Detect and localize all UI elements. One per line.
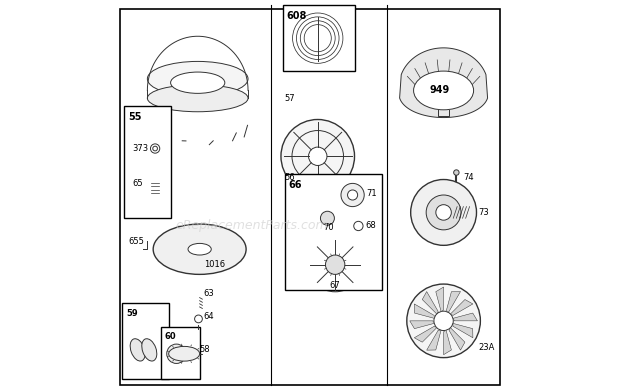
Text: eReplacementParts.com: eReplacementParts.com — [175, 220, 328, 232]
Circle shape — [410, 179, 477, 245]
Polygon shape — [449, 328, 465, 350]
Polygon shape — [427, 330, 441, 350]
Ellipse shape — [130, 339, 145, 361]
Text: 56: 56 — [285, 173, 296, 182]
Polygon shape — [451, 300, 473, 316]
Polygon shape — [422, 292, 438, 314]
Text: 949: 949 — [430, 85, 450, 96]
Polygon shape — [410, 321, 434, 329]
Circle shape — [321, 211, 334, 225]
Circle shape — [281, 119, 355, 193]
Text: 58: 58 — [200, 346, 210, 355]
Polygon shape — [446, 292, 461, 312]
Ellipse shape — [170, 72, 225, 93]
Polygon shape — [443, 330, 451, 355]
Polygon shape — [313, 265, 326, 278]
Text: 73: 73 — [479, 208, 489, 217]
Text: 67: 67 — [329, 282, 340, 291]
Text: 65: 65 — [132, 179, 143, 188]
Ellipse shape — [148, 61, 248, 96]
Circle shape — [326, 255, 345, 275]
Circle shape — [354, 222, 363, 230]
Ellipse shape — [142, 339, 157, 361]
Circle shape — [348, 190, 358, 200]
Circle shape — [308, 238, 362, 292]
Text: 57: 57 — [285, 94, 296, 103]
Ellipse shape — [153, 224, 246, 275]
Ellipse shape — [169, 346, 200, 361]
FancyBboxPatch shape — [283, 5, 355, 71]
Polygon shape — [436, 287, 443, 312]
Polygon shape — [314, 250, 330, 258]
Text: 55: 55 — [128, 112, 141, 122]
FancyBboxPatch shape — [161, 327, 200, 379]
Polygon shape — [453, 323, 473, 338]
Polygon shape — [453, 313, 477, 321]
Text: 70: 70 — [324, 223, 334, 232]
Circle shape — [167, 344, 186, 363]
Circle shape — [151, 144, 160, 153]
Text: 64: 64 — [203, 312, 214, 321]
Polygon shape — [400, 48, 487, 117]
Text: 373: 373 — [132, 144, 148, 153]
Polygon shape — [334, 241, 340, 256]
Polygon shape — [330, 273, 337, 289]
Text: 60: 60 — [165, 332, 177, 342]
Circle shape — [309, 147, 327, 165]
Polygon shape — [340, 271, 357, 279]
FancyBboxPatch shape — [285, 174, 382, 290]
Ellipse shape — [414, 71, 474, 110]
Text: 59: 59 — [126, 309, 138, 318]
Circle shape — [195, 315, 202, 323]
Text: 66: 66 — [289, 179, 302, 190]
Circle shape — [454, 170, 459, 175]
Text: 1016: 1016 — [205, 260, 226, 269]
Text: 74: 74 — [463, 173, 474, 182]
Text: 68: 68 — [365, 222, 376, 230]
Polygon shape — [414, 326, 436, 342]
Polygon shape — [414, 304, 434, 318]
Circle shape — [426, 195, 461, 230]
Circle shape — [407, 284, 480, 358]
FancyBboxPatch shape — [122, 303, 169, 379]
Polygon shape — [345, 251, 357, 265]
Text: 63: 63 — [203, 289, 215, 298]
Text: 608: 608 — [287, 11, 307, 21]
Circle shape — [341, 183, 364, 207]
Text: 23A: 23A — [479, 344, 495, 353]
Circle shape — [172, 349, 181, 358]
Ellipse shape — [188, 243, 211, 255]
Text: 655: 655 — [128, 237, 144, 246]
FancyBboxPatch shape — [124, 106, 170, 218]
Ellipse shape — [148, 85, 248, 112]
Circle shape — [436, 205, 451, 220]
Circle shape — [434, 311, 453, 331]
Circle shape — [153, 146, 157, 151]
Text: 71: 71 — [366, 188, 377, 198]
